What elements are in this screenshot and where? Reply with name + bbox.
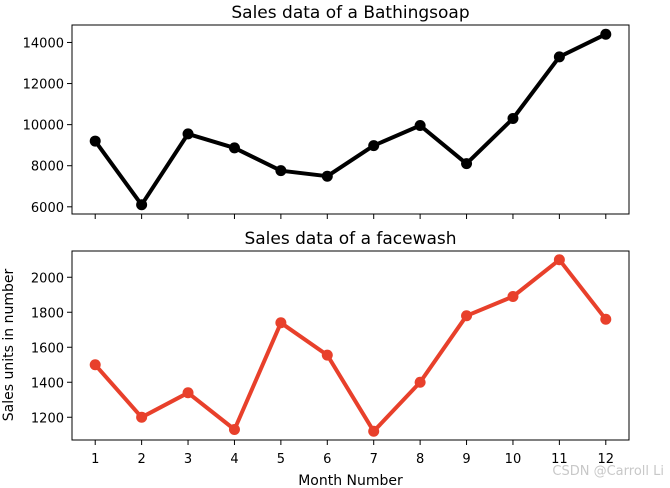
y-tick-label: 6000 (31, 201, 64, 216)
data-point (553, 51, 565, 63)
y-tick-label: 14000 (23, 36, 64, 51)
chart-title: Sales data of a facewash (244, 229, 456, 249)
x-tick-label: 9 (462, 452, 470, 467)
y-tick-label: 1200 (31, 411, 64, 426)
y-tick-label: 12000 (23, 78, 64, 93)
data-point (461, 310, 473, 322)
x-tick-label: 7 (370, 452, 378, 467)
x-tick-label: 3 (184, 452, 192, 467)
x-tick-label: 5 (277, 452, 285, 467)
axes-frame (71, 24, 630, 215)
data-point (507, 112, 519, 124)
data-point (275, 317, 287, 329)
x-tick-label: 1 (91, 452, 99, 467)
data-point (89, 359, 101, 371)
y-tick-label: 1800 (31, 306, 64, 321)
data-point (228, 424, 240, 435)
data-point (228, 142, 240, 154)
y-tick-label: 10000 (23, 119, 64, 134)
y-tick-label: 1400 (31, 376, 64, 391)
y-tick-label: 8000 (31, 160, 64, 175)
data-point (414, 376, 426, 388)
data-point (553, 254, 565, 266)
watermark: CSDN @Carroll Li (552, 464, 664, 479)
data-point (321, 170, 333, 182)
x-tick-label: 11 (551, 452, 568, 467)
chart-title: Sales data of a Bathingsoap (231, 3, 469, 23)
y-tick-label: 2000 (31, 271, 64, 286)
x-tick-label: 6 (323, 452, 331, 467)
data-point (414, 119, 426, 131)
data-point (461, 158, 473, 170)
data-point (600, 313, 612, 325)
series-line (93, 32, 608, 207)
data-point (507, 291, 519, 302)
data-point (275, 165, 287, 177)
data-point (321, 349, 333, 361)
axes-frame (71, 250, 630, 441)
x-axis-label: Month Number (298, 473, 403, 488)
data-point (368, 140, 380, 152)
data-point (136, 411, 148, 423)
series-line (93, 257, 608, 434)
data-point (136, 199, 148, 211)
data-point (89, 135, 101, 147)
data-point (182, 387, 194, 399)
y-axis-label: Sales units in number (1, 269, 17, 422)
data-point (368, 425, 380, 437)
x-tick-label: 12 (598, 452, 615, 467)
x-tick-label: 4 (230, 452, 238, 467)
x-tick-label: 10 (505, 452, 522, 467)
data-point (600, 28, 612, 40)
subplot-1: Sales data of a Bathingsoap 6000 8000 10000… (23, 3, 630, 219)
subplot-2: Sales data of a facewash 1200 1400 1600 1800… (1, 229, 630, 488)
y-tick-label: 1600 (31, 341, 64, 356)
x-tick-label: 8 (416, 452, 424, 467)
data-point (182, 128, 194, 140)
x-tick-label: 2 (137, 452, 145, 467)
